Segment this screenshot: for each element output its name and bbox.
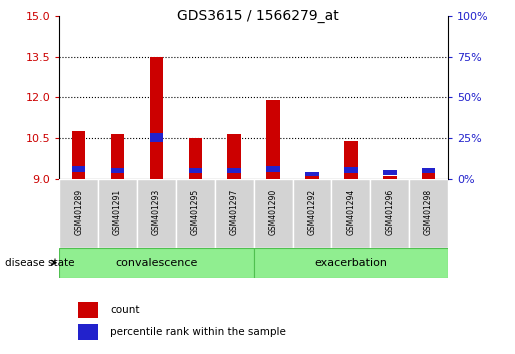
Bar <box>344 167 357 173</box>
Bar <box>98 179 137 248</box>
Text: GSM401297: GSM401297 <box>230 189 238 235</box>
Bar <box>370 179 409 248</box>
Bar <box>137 179 176 248</box>
Bar <box>72 166 85 172</box>
Bar <box>305 172 319 176</box>
Text: count: count <box>110 305 140 315</box>
Text: GSM401294: GSM401294 <box>347 189 355 235</box>
Bar <box>253 179 293 248</box>
Bar <box>305 173 319 179</box>
Bar <box>111 169 124 173</box>
Bar <box>111 134 124 179</box>
Text: exacerbation: exacerbation <box>314 258 387 268</box>
Bar <box>266 166 280 172</box>
Bar <box>78 302 98 318</box>
Bar <box>150 57 163 179</box>
Bar <box>59 179 98 248</box>
Bar <box>422 169 435 173</box>
Text: GSM401291: GSM401291 <box>113 189 122 235</box>
Text: GDS3615 / 1566279_at: GDS3615 / 1566279_at <box>177 9 338 23</box>
Text: convalescence: convalescence <box>115 258 198 268</box>
Bar <box>332 179 370 248</box>
Bar <box>293 179 332 248</box>
Bar <box>188 169 202 173</box>
Text: GSM401296: GSM401296 <box>385 189 394 235</box>
Bar <box>344 141 357 179</box>
Text: GSM401292: GSM401292 <box>307 189 316 235</box>
Text: disease state: disease state <box>5 258 75 268</box>
Bar <box>228 169 241 173</box>
Bar <box>228 134 241 179</box>
Bar <box>383 170 397 175</box>
Text: GSM401293: GSM401293 <box>152 189 161 235</box>
Text: GSM401290: GSM401290 <box>269 189 278 235</box>
Bar <box>59 248 253 278</box>
Bar <box>150 133 163 142</box>
Bar <box>78 324 98 340</box>
Text: GSM401289: GSM401289 <box>74 189 83 235</box>
Bar <box>176 179 215 248</box>
Text: GSM401295: GSM401295 <box>191 189 200 235</box>
Bar <box>188 138 202 179</box>
Bar <box>253 248 448 278</box>
Text: percentile rank within the sample: percentile rank within the sample <box>110 327 286 337</box>
Bar <box>72 131 85 179</box>
Bar <box>215 179 253 248</box>
Text: GSM401298: GSM401298 <box>424 189 433 235</box>
Bar <box>266 100 280 179</box>
Bar <box>422 173 435 179</box>
Bar <box>409 179 448 248</box>
Bar <box>383 176 397 179</box>
